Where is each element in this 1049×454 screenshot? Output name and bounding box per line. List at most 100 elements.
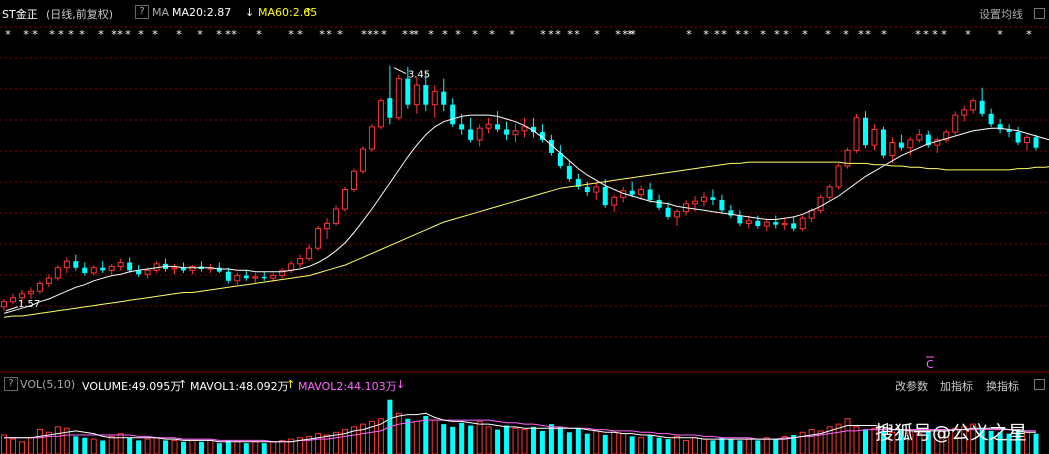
star-marker: *	[783, 28, 789, 41]
candle-body	[63, 260, 70, 269]
star-marker: *	[367, 28, 373, 41]
candle-body	[261, 276, 267, 279]
volume-bar	[781, 435, 788, 454]
candle-body	[333, 208, 340, 224]
candle-body	[817, 196, 824, 211]
star-marker: *	[288, 28, 294, 41]
candle-body	[189, 265, 196, 271]
volume-bar	[512, 427, 519, 454]
volume-expand-icon[interactable]	[1034, 379, 1045, 390]
star-marker: *	[555, 28, 561, 41]
volume-bar	[665, 439, 671, 454]
volume-bar	[82, 437, 88, 454]
volume-bar	[413, 420, 420, 454]
candle-body	[988, 113, 994, 125]
volume-bar	[459, 422, 465, 454]
candle-body	[1, 301, 7, 308]
candle-body	[710, 197, 716, 200]
star-marker: *	[941, 28, 947, 41]
volume-bar	[1006, 433, 1012, 454]
star-marker: *	[932, 28, 938, 41]
candle-body	[835, 165, 842, 188]
candle-body	[324, 222, 331, 230]
volume-bar	[63, 427, 70, 454]
star-marker: *	[881, 28, 887, 41]
candle-body	[368, 126, 375, 150]
volume-chart	[1, 399, 1039, 454]
volume-bar	[198, 441, 204, 454]
volume-bar	[557, 426, 563, 454]
candle-body	[826, 186, 833, 198]
candle-body	[611, 196, 618, 206]
volume-bar	[584, 433, 590, 454]
star-marker: *	[138, 28, 144, 41]
candle-body	[934, 139, 941, 146]
candle-body	[853, 117, 860, 151]
candle-body	[485, 123, 492, 129]
volume-bar	[350, 426, 357, 454]
ma60-line	[3, 161, 1049, 318]
candle-body	[297, 258, 304, 265]
ma20-arrow: ↓	[245, 6, 255, 19]
volume-bar	[737, 440, 743, 454]
candle-body	[530, 126, 536, 133]
candle-body	[997, 124, 1003, 130]
ma20-label: MA20:2.87	[172, 6, 232, 19]
volume-bar	[359, 423, 366, 454]
star-marker: *	[743, 28, 749, 41]
volume-bar	[961, 426, 968, 454]
candle-body	[90, 267, 97, 274]
volume-bar	[431, 419, 438, 454]
star-marker: *	[373, 28, 379, 41]
settings-link[interactable]: 设置均线	[979, 8, 1023, 21]
star-marker: *	[1026, 28, 1032, 41]
volume-bar	[745, 438, 752, 454]
candle-body	[844, 149, 851, 167]
star-marker: *	[615, 28, 621, 41]
volume-bar	[225, 440, 231, 454]
candle-body	[243, 275, 249, 279]
help-icon[interactable]: ?	[135, 5, 149, 19]
add-indicator-button[interactable]: 加指标	[940, 380, 973, 393]
candle-body	[674, 211, 681, 218]
volume-bar	[127, 437, 133, 454]
candle-body	[441, 91, 447, 105]
volume-bar	[100, 440, 106, 454]
volume-bar	[575, 428, 581, 454]
volume-bar	[476, 420, 483, 454]
change-params-button[interactable]: 改参数	[895, 380, 928, 393]
star-marker: *	[58, 28, 64, 41]
candle-body	[1033, 137, 1039, 148]
star-marker: *	[428, 28, 434, 41]
low-pointer	[5, 306, 19, 312]
ma-label: MA	[152, 6, 170, 19]
star-marker: *	[858, 28, 864, 41]
volume-bar	[898, 429, 904, 454]
stock-name[interactable]: ST金正	[2, 8, 38, 21]
candle-body	[450, 104, 456, 125]
volume-bar	[521, 429, 528, 454]
candle-body	[279, 269, 286, 277]
ma60-arrow: ↑	[304, 6, 314, 19]
candle-body	[1024, 136, 1031, 144]
star-marker: *	[915, 28, 921, 41]
expand-icon[interactable]	[1034, 8, 1045, 19]
mavol1-line	[4, 412, 1036, 443]
candle-body	[719, 199, 725, 211]
volume-help-icon[interactable]: ?	[4, 377, 18, 391]
candle-body	[925, 134, 931, 146]
candle-body	[880, 129, 886, 156]
volume-arrow: ↑	[178, 378, 188, 391]
star-marker: *	[442, 28, 448, 41]
star-marker: *	[409, 28, 415, 41]
volume-bar	[611, 431, 618, 454]
volume-bar	[485, 426, 492, 454]
switch-indicator-button[interactable]: 换指标	[986, 380, 1019, 393]
candle-body	[476, 127, 483, 141]
volume-bar	[73, 436, 79, 454]
volume-bar	[450, 426, 456, 454]
mavol2-arrow: ↓	[396, 378, 406, 391]
volume-bar	[297, 437, 304, 454]
candle-body	[100, 267, 106, 271]
volume-bar	[216, 443, 222, 454]
